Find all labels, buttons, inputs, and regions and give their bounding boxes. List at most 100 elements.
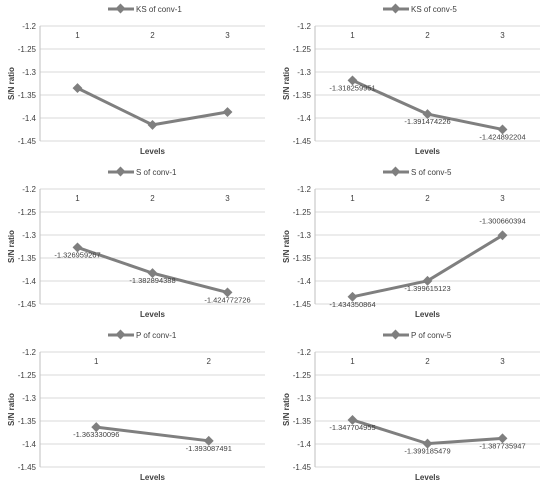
legend-marker [115,166,126,177]
y-tick-label: -1.4 [22,277,36,286]
chart-svg: KS of conv-5 -1.2 -1.25 -1.3 -1.35 -1.4 -1.45 1… [282,3,540,156]
x-tick-label: 2 [425,357,430,366]
legend-label: P of conv-1 [136,331,177,340]
y-tick-label: -1.25 [18,371,37,380]
x-tick-label: 3 [500,357,505,366]
chart-panel: KS of conv-5 -1.2 -1.25 -1.3 -1.35 -1.4 -1.45 1… [275,0,550,163]
y-tick-label: -1.2 [297,22,311,31]
legend-marker [115,329,126,340]
y-tick-label: -1.35 [293,254,312,263]
y-tick-label: -1.35 [18,417,37,426]
y-tick-label: -1.4 [297,277,311,286]
x-axis-title: Levels [140,310,165,319]
y-axis-title: S/N ratio [282,67,291,100]
data-point [497,433,508,444]
x-tick-label: 2 [150,194,155,203]
y-tick-label: -1.25 [293,208,312,217]
data-label: -1.399615123 [404,284,450,293]
y-tick-label: -1.3 [22,231,36,240]
legend-marker [390,166,401,177]
x-tick-label: 1 [75,31,80,40]
y-tick-label: -1.25 [18,208,37,217]
legend-label: KS of conv-1 [136,5,182,14]
x-tick-label: 1 [94,357,99,366]
data-label: -1.399185479 [404,447,450,456]
legend-marker [115,3,126,14]
x-tick-label: 2 [207,357,212,366]
data-point [203,435,214,446]
chart-panel: KS of conv-1 -1.2 -1.25 -1.3 -1.35 -1.4 -1.45 1… [0,0,275,163]
chart-svg: KS of conv-1 -1.2 -1.25 -1.3 -1.35 -1.4 -1.45 1… [7,3,265,156]
y-tick-label: -1.2 [22,348,36,357]
chart-panel: S of conv-1 -1.2 -1.25 -1.3 -1.35 -1.4 -1.45 1 2… [0,163,275,326]
y-tick-label: -1.3 [297,394,311,403]
y-tick-label: -1.3 [22,68,36,77]
legend-label: P of conv-5 [411,331,452,340]
x-axis-title: Levels [140,147,165,156]
y-tick-label: -1.3 [297,68,311,77]
y-tick-label: -1.4 [22,114,36,123]
chart-panel: P of conv-1 -1.2 -1.25 -1.3 -1.35 -1.4 -1.45 1 2… [0,326,275,489]
legend: S of conv-1 [108,166,177,177]
data-label: -1.318259951 [329,83,375,92]
y-tick-label: -1.25 [293,371,312,380]
data-point [147,119,158,130]
y-tick-label: -1.2 [297,185,311,194]
x-tick-label: 3 [225,194,230,203]
data-label: -1.391474226 [404,117,450,126]
legend: S of conv-5 [383,166,452,177]
chart-svg: S of conv-1 -1.2 -1.25 -1.3 -1.35 -1.4 -1.45 1 2… [7,166,265,319]
x-tick-label: 2 [150,31,155,40]
series-line [76,86,228,127]
chart-panel: P of conv-5 -1.2 -1.25 -1.3 -1.35 -1.4 -1.45 1 2… [275,326,550,489]
y-axis-title: S/N ratio [282,393,291,426]
data-label: -1.393087491 [186,444,232,453]
data-point [72,242,83,253]
x-tick-label: 2 [425,31,430,40]
y-tick-label: -1.3 [22,394,36,403]
y-tick-label: -1.45 [18,463,37,472]
x-tick-label: 2 [425,194,430,203]
y-tick-label: -1.2 [22,185,36,194]
y-axis-title: S/N ratio [7,393,16,426]
data-label: -1.363330096 [73,430,119,439]
data-label: -1.424772726 [204,295,250,304]
x-axis-title: Levels [415,310,440,319]
x-axis-title: Levels [140,473,165,482]
y-tick-label: -1.35 [18,254,37,263]
y-tick-label: -1.45 [18,137,37,146]
chart-svg: P of conv-1 -1.2 -1.25 -1.3 -1.35 -1.4 -1.45 1 2… [7,329,265,482]
y-axis-title: S/N ratio [7,67,16,100]
data-point [422,438,433,449]
x-tick-label: 3 [500,31,505,40]
data-label: -1.387735947 [479,441,525,450]
data-label: -1.300660394 [479,216,525,225]
y-tick-label: -1.2 [297,348,311,357]
data-label: -1.326959267 [54,250,100,259]
y-tick-label: -1.4 [297,440,311,449]
y-axis-title: S/N ratio [282,230,291,263]
data-point [147,268,158,279]
x-tick-label: 3 [225,31,230,40]
legend-marker [390,3,401,14]
x-axis-title: Levels [415,473,440,482]
x-tick-label: 1 [75,194,80,203]
y-axis-title: S/N ratio [7,230,16,263]
y-tick-label: -1.35 [18,91,37,100]
x-tick-label: 1 [350,31,355,40]
data-label: -1.424892204 [479,132,525,141]
legend: KS of conv-1 [108,3,182,14]
data-point [91,422,102,433]
legend: P of conv-5 [383,329,452,340]
legend: KS of conv-5 [383,3,457,14]
data-point [72,83,83,94]
y-tick-label: -1.45 [293,300,312,309]
x-tick-label: 1 [350,194,355,203]
data-label: -1.382894388 [129,276,175,285]
legend-label: KS of conv-5 [411,5,457,14]
chart-panel: S of conv-5 -1.2 -1.25 -1.3 -1.35 -1.4 -1.45 1 2… [275,163,550,326]
legend-label: S of conv-1 [136,168,177,177]
data-point [222,107,233,117]
data-label: -1.434350864 [329,300,375,309]
